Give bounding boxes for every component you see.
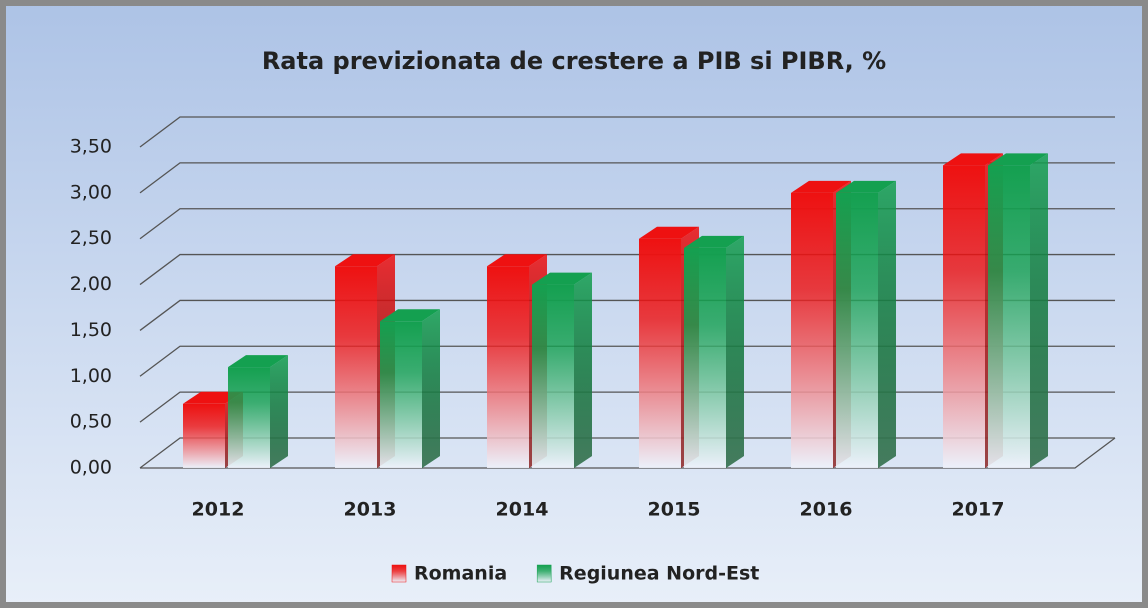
- bar-side-shade: [1030, 153, 1048, 469]
- y-tick-label: 1,50: [70, 319, 112, 341]
- x-tick-label: 2013: [344, 499, 397, 521]
- y-tick-label: 3,00: [70, 181, 112, 203]
- bar-side-shade: [726, 235, 744, 468]
- bar: [988, 165, 1030, 469]
- legend-swatch: [536, 564, 552, 583]
- floor-edge: [140, 437, 1116, 469]
- y-tick-label: 2,00: [70, 273, 112, 295]
- bar-top: [380, 309, 440, 322]
- x-tick-label: 2016: [800, 499, 853, 521]
- x-tick-label: 2015: [648, 499, 701, 521]
- bar-top: [988, 153, 1048, 166]
- y-tick-label: 0,50: [70, 411, 112, 433]
- grid-line: [139, 162, 1115, 194]
- bar: [684, 247, 726, 468]
- bar-side-shade: [878, 180, 896, 468]
- bar: [380, 321, 422, 468]
- legend-label: Regiunea Nord-Est: [559, 563, 759, 585]
- bar-top: [487, 254, 547, 267]
- bar: [639, 238, 681, 468]
- bar-top: [836, 180, 896, 193]
- bar: [487, 266, 529, 468]
- x-tick-label: 2014: [496, 499, 549, 521]
- bar-top: [532, 272, 592, 285]
- legend-swatch: [391, 564, 407, 583]
- y-tick-label: 0,00: [70, 457, 112, 479]
- bar-top: [639, 226, 699, 239]
- chart-title: Rata previzionata de crestere a PIB si P…: [262, 47, 886, 75]
- bar: [335, 266, 377, 468]
- bar-side-shade: [422, 309, 440, 468]
- bar-side-shade: [270, 355, 288, 468]
- bar: [183, 403, 225, 468]
- y-tick-label: 1,00: [70, 365, 112, 387]
- bar-top: [943, 153, 1003, 166]
- bar-top: [791, 180, 851, 193]
- y-tick-label: 3,50: [70, 136, 112, 158]
- bar: [943, 165, 985, 469]
- bar: [836, 192, 878, 468]
- bar-side-shade: [574, 272, 592, 468]
- bar-top: [228, 355, 288, 368]
- bar-top: [684, 235, 744, 248]
- x-tick-label: 2017: [952, 499, 1005, 521]
- grid-line: [139, 116, 1115, 148]
- bar: [228, 367, 270, 468]
- x-tick-label: 2012: [192, 499, 245, 521]
- legend-label: Romania: [414, 563, 507, 585]
- bar-top: [335, 254, 395, 267]
- y-tick-label: 2,50: [70, 227, 112, 249]
- bar: [791, 192, 833, 468]
- bar: [532, 284, 574, 468]
